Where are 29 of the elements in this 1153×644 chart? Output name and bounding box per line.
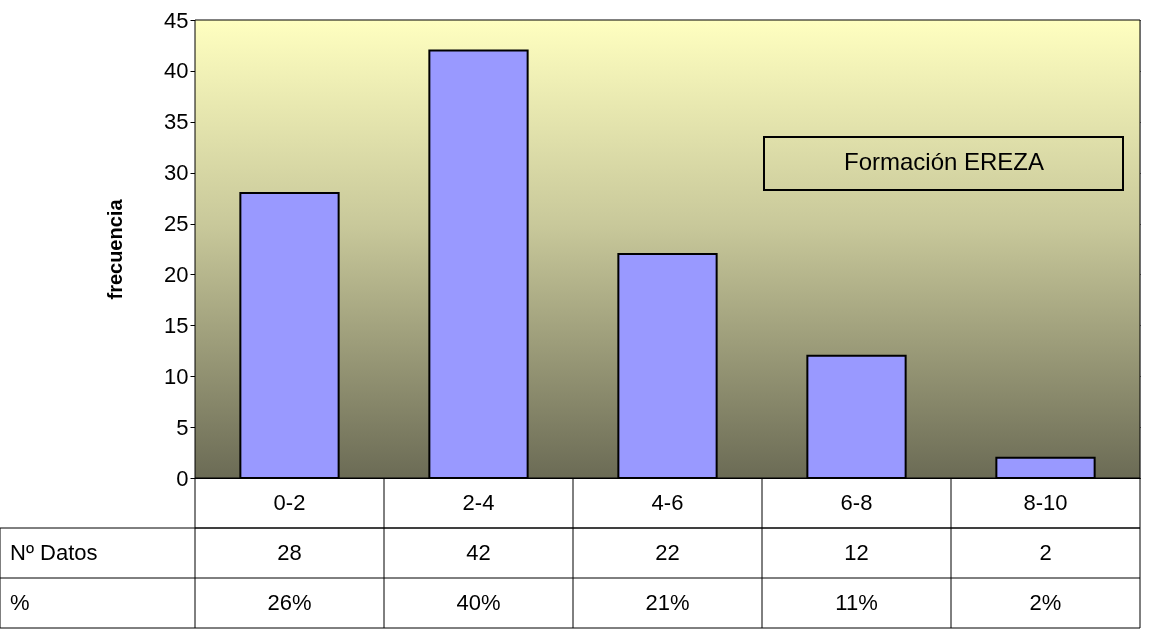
y-tick-label: 30 <box>164 160 189 186</box>
y-tick-label: 20 <box>164 261 189 287</box>
text: 11% <box>835 590 878 615</box>
text: % <box>10 590 30 615</box>
y-axis-title: frecuencia <box>103 198 126 300</box>
x-tick-label: 2-4 <box>462 489 495 515</box>
y-tick-label: 25 <box>164 211 189 237</box>
x-tick-label: 0-2 <box>273 489 306 515</box>
data-label: 12 <box>844 540 869 565</box>
text: 40% <box>456 590 501 615</box>
y-tick-label: 10 <box>164 363 189 389</box>
x-tick-label: 6-8 <box>840 489 873 515</box>
y-tick-label: 35 <box>164 109 189 135</box>
text: 26% <box>267 590 312 615</box>
data-label: 22 <box>655 540 680 565</box>
data-label: 28 <box>277 540 302 565</box>
y-tick-label: 0 <box>176 465 189 491</box>
annotation: Formación EREZA <box>843 148 1045 175</box>
x-tick-label: 4-6 <box>651 489 684 515</box>
y-tick-label: 15 <box>164 312 189 338</box>
x-tick-label: 8-10 <box>1023 489 1068 515</box>
y-tick-label: 40 <box>164 58 189 84</box>
y-tick-label: 5 <box>176 414 189 440</box>
text: 21% <box>645 590 690 615</box>
data-label: 42 <box>466 540 491 565</box>
y-tick-label: 45 <box>164 7 189 33</box>
text: Nº Datos <box>10 540 98 565</box>
text: 2% <box>1029 590 1062 615</box>
data-label: 2 <box>1039 540 1052 565</box>
